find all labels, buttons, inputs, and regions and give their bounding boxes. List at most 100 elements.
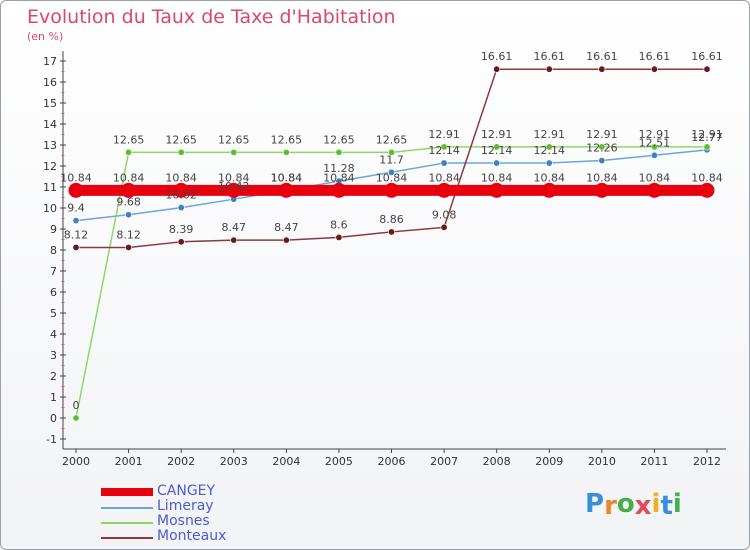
mosnes-data-label: 12.91 (586, 128, 618, 141)
cangey-point (699, 182, 715, 198)
legend-swatch (101, 522, 153, 524)
logo-letter: r (604, 491, 617, 521)
legend-label: CANGEY (157, 483, 216, 499)
cangey-data-label: 10.84 (218, 171, 250, 184)
y-tick-label: 8 (50, 244, 57, 257)
limeray-data-label: 9.68 (116, 196, 141, 209)
x-tick-label: 2001 (115, 455, 143, 468)
monteaux-point (230, 236, 238, 244)
y-tick-label: 12 (43, 160, 57, 173)
y-tick-label: 10 (43, 202, 57, 215)
limeray-data-label: 12.14 (534, 144, 566, 157)
x-tick-label: 2010 (588, 455, 616, 468)
monteaux-point (282, 236, 290, 244)
logo-letter: x (634, 491, 652, 521)
monteaux-point (335, 233, 343, 241)
limeray-data-label: 12.51 (639, 136, 671, 149)
mosnes-data-label: 12.91 (639, 128, 671, 141)
logo-letter: o (616, 489, 635, 519)
mosnes-data-label: 12.65 (218, 133, 250, 146)
mosnes-point (230, 148, 238, 156)
chart-title: Evolution du Taux de Taxe d'Habitation (27, 6, 396, 28)
y-tick-label: -1 (46, 433, 57, 446)
x-tick-label: 2006 (378, 455, 406, 468)
mosnes-point (125, 148, 133, 156)
y-tick-label: 6 (50, 286, 57, 299)
cangey-data-label: 10.84 (271, 171, 303, 184)
limeray-point (598, 157, 606, 165)
limeray-point (177, 204, 185, 212)
y-tick-label: 0 (50, 412, 57, 425)
mosnes-point (72, 414, 80, 422)
limeray-data-label: 10.02 (165, 189, 197, 202)
monteaux-data-label: 9.08 (432, 208, 457, 221)
proxiti-logo: Proxiti (585, 489, 682, 521)
monteaux-data-label: 16.61 (691, 50, 723, 63)
limeray-point (125, 211, 133, 219)
cangey-point (489, 182, 505, 198)
y-tick-label: 4 (50, 328, 57, 341)
legend: CANGEY Limeray Mosnes Monteaux (101, 483, 301, 545)
monteaux-point (493, 65, 501, 73)
cangey-data-label: 10.84 (534, 171, 566, 184)
x-tick-label: 2011 (640, 455, 668, 468)
limeray-data-label: 12.77 (691, 131, 723, 144)
logo-letter: i (672, 489, 682, 519)
legend-swatch (101, 537, 153, 539)
legend-swatch (101, 488, 153, 496)
monteaux-point (440, 223, 448, 231)
x-tick-label: 2009 (535, 455, 563, 468)
monteaux-point (72, 243, 80, 251)
x-tick-label: 2012 (693, 455, 721, 468)
cangey-point (384, 182, 399, 198)
mosnes-point (650, 143, 658, 151)
mosnes-data-label: 0 (73, 399, 80, 412)
cangey-point (173, 182, 189, 198)
legend-item-limeray: Limeray (101, 498, 301, 515)
legend-label: Limeray (157, 498, 214, 514)
limeray-data-label: 9.4 (67, 202, 85, 215)
limeray-data-label: 12.26 (586, 142, 618, 155)
mosnes-point (440, 143, 448, 151)
limeray-data-label: 12.14 (428, 144, 460, 157)
cangey-data-label: 10.84 (481, 171, 513, 184)
limeray-data-label: 11.7 (379, 153, 404, 166)
monteaux-point (387, 228, 395, 236)
monteaux-data-label: 16.61 (481, 50, 513, 63)
monteaux-point (177, 238, 185, 246)
cangey-data-label: 10.84 (691, 171, 723, 184)
x-tick-label: 2008 (483, 455, 511, 468)
monteaux-data-label: 16.61 (639, 50, 671, 63)
x-tick-label: 2004 (272, 455, 300, 468)
logo-letter: t (660, 491, 673, 521)
y-tick-label: 15 (43, 97, 57, 110)
logo-letter: i (651, 489, 661, 519)
limeray-data-label: 11.28 (323, 162, 355, 175)
y-tick-label: 1 (50, 391, 57, 404)
x-tick-label: 2002 (167, 455, 195, 468)
mosnes-point (703, 143, 711, 151)
limeray-point (650, 151, 658, 159)
cangey-data-label: 10.84 (113, 171, 145, 184)
x-tick-label: 2003 (220, 455, 248, 468)
monteaux-data-label: 8.12 (116, 228, 141, 241)
mosnes-point (493, 143, 501, 151)
y-tick-label: 9 (50, 223, 57, 236)
cangey-data-label: 10.84 (165, 171, 197, 184)
monteaux-point (703, 65, 711, 73)
limeray-point (545, 159, 553, 167)
cangey-point (646, 182, 662, 198)
monteaux-data-label: 8.47 (222, 221, 247, 234)
y-tick-label: 7 (50, 265, 57, 278)
monteaux-data-label: 8.47 (274, 221, 299, 234)
cangey-data-label: 10.84 (428, 171, 460, 184)
y-tick-label: 13 (43, 139, 57, 152)
cangey-point (594, 182, 610, 198)
limeray-data-label: 10.42 (218, 180, 250, 193)
y-tick-label: 11 (43, 181, 57, 194)
monteaux-data-label: 16.61 (534, 50, 566, 63)
mosnes-data-label: 12.91 (481, 128, 513, 141)
mosnes-data-label: 12.91 (534, 128, 566, 141)
